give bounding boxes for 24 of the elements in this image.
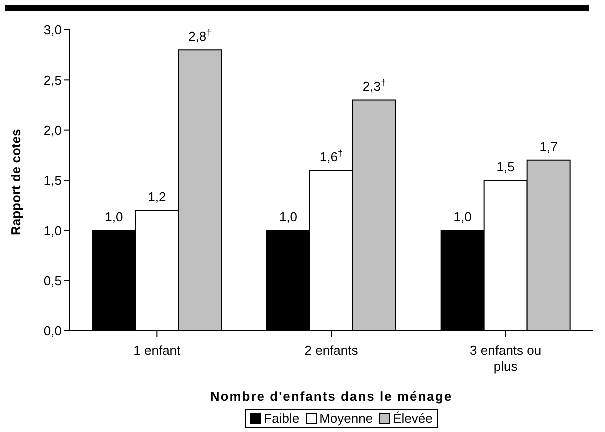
data-label: 1,0 [105, 210, 124, 225]
x-tick-label: 1 enfant [134, 343, 182, 358]
data-label: 2,8$^{†}$ [188, 28, 212, 44]
data-label: 1,5 [496, 160, 515, 174]
data-label: 1,6$^{†}$ [320, 148, 344, 164]
y-axis-title: Rapport de cotes [8, 129, 24, 236]
data-label: 2,3$^{†}$ [362, 78, 386, 94]
legend-label: Élevée [392, 411, 433, 426]
y-tick-label: 1,0 [44, 223, 62, 238]
data-label: 1,7 [540, 139, 558, 154]
data-label: 1,0 [279, 210, 298, 225]
y-tick-label: 0,5 [44, 273, 62, 288]
y-tick-label: 2,5 [44, 72, 62, 88]
legend-label: Faible [263, 411, 300, 426]
y-tick-label: 3,0 [44, 22, 62, 38]
data-label: 1,2 [148, 190, 166, 205]
data-label: 1,0 [454, 210, 472, 225]
x-axis-title: Nombre d'enfants dans le ménage [210, 389, 453, 404]
y-tick-label: 2,0 [44, 122, 62, 138]
y-tick-label: 0,0 [44, 324, 62, 339]
x-tick-label: 3 enfants ou plus [470, 343, 542, 374]
y-tick-label: 1,5 [44, 173, 62, 188]
x-tick-label: 2 enfants [304, 343, 359, 358]
legend-label: Moyenne [318, 411, 374, 426]
